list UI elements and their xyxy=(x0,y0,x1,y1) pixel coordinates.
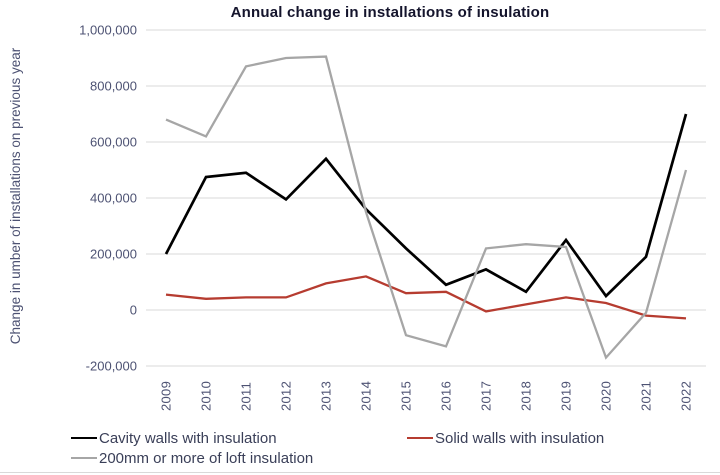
y-tick-label: 1,000,000 xyxy=(79,23,137,38)
legend-line-swatch-black xyxy=(71,436,97,440)
y-tick-label: 400,000 xyxy=(90,191,137,206)
legend-line-swatch-gray xyxy=(71,456,97,460)
x-tick-label: 2021 xyxy=(639,381,654,411)
x-tick-label: 2015 xyxy=(399,381,414,411)
x-tick-label: 2022 xyxy=(679,381,694,411)
y-tick-label: -200,000 xyxy=(86,359,137,374)
x-tick-label: 2016 xyxy=(439,381,454,411)
x-tick-label: 2013 xyxy=(319,381,334,411)
y-tick-label: 200,000 xyxy=(90,247,137,262)
legend-label: 200mm or more of loft insulation xyxy=(99,449,314,467)
series-line-200mm-or-more-of-loft-insulation xyxy=(165,55,688,360)
x-tick-label: 2009 xyxy=(159,381,174,411)
series-line-solid-walls-with-insulation xyxy=(165,275,687,320)
x-tick-label: 2011 xyxy=(239,382,254,411)
legend-label: Solid walls with insulation xyxy=(435,429,605,447)
chart-title: Annual change in installations of insula… xyxy=(230,4,550,21)
x-tick-label: 2014 xyxy=(359,381,374,411)
x-tick-label: 2019 xyxy=(559,381,574,411)
x-tick-label: 2012 xyxy=(279,381,294,411)
x-tick-label: 2017 xyxy=(479,381,494,411)
y-tick-label: 800,000 xyxy=(90,79,137,94)
legend-line-swatch-red xyxy=(407,436,433,440)
bottom-border xyxy=(0,472,720,473)
x-tick-label: 2020 xyxy=(599,381,614,411)
y-tick-label: 600,000 xyxy=(90,135,137,150)
legend-label: Cavity walls with insulation xyxy=(99,429,277,447)
legend-item-cavity-walls: Cavity walls with insulation xyxy=(71,429,277,447)
legend-item-solid-walls: Solid walls with insulation xyxy=(407,429,604,447)
x-tick-label: 2010 xyxy=(199,381,214,411)
legend-item-loft-insulation: 200mm or more of loft insulation xyxy=(71,449,313,467)
y-tick-label: 0 xyxy=(130,303,137,318)
x-tick-label: 2018 xyxy=(519,381,534,411)
series-line-cavity-walls-with-insulation xyxy=(164,113,688,299)
